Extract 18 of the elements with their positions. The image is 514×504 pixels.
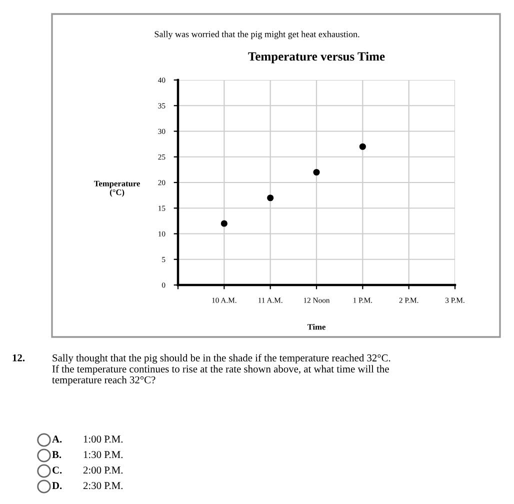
- point: [313, 168, 320, 176]
- text: D.: [52, 482, 62, 490]
- chart-subtitle: Sally was worried that the pig might get heat exhaustion.: [154, 30, 360, 40]
- point: [267, 194, 274, 202]
- y-axis-title: Temperature (°C): [94, 180, 140, 197]
- chart-title: Temperature versus Time: [248, 52, 385, 64]
- text: 12.: [12, 354, 25, 362]
- text: A.: [52, 436, 62, 443]
- text: 1:00 P.M.: [84, 436, 123, 443]
- text: Sally thought that the pig should be in the shade if the temperature reached 32°C. If the temperature continues to rise at the rate shown above, at what time will the temperature reach 32°C?: [52, 354, 390, 386]
- text: 1:30 P.M.: [84, 451, 123, 458]
- x-axis-title: Time: [307, 324, 326, 330]
- point: [359, 143, 366, 150]
- text: 2:30 P.M.: [83, 482, 123, 490]
- text: C.: [52, 466, 62, 474]
- text: B.: [52, 451, 62, 458]
- text: 2:00 P.M.: [83, 466, 123, 474]
- point: [220, 220, 228, 227]
